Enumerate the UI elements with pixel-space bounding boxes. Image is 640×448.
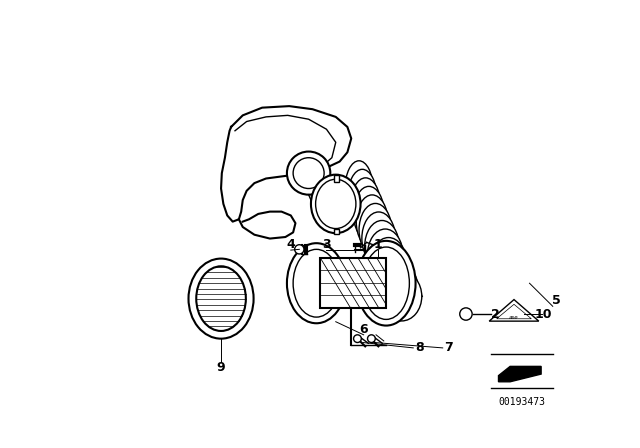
Ellipse shape: [351, 178, 380, 233]
Polygon shape: [497, 304, 531, 319]
Text: 6: 6: [359, 323, 368, 336]
Ellipse shape: [460, 308, 472, 320]
Ellipse shape: [196, 266, 246, 331]
Text: 7: 7: [445, 341, 453, 354]
Ellipse shape: [353, 335, 362, 343]
Polygon shape: [499, 366, 541, 382]
Ellipse shape: [381, 271, 422, 321]
Polygon shape: [489, 300, 539, 321]
Ellipse shape: [363, 247, 410, 319]
Ellipse shape: [379, 263, 418, 313]
Ellipse shape: [287, 151, 330, 195]
Text: 9: 9: [217, 362, 225, 375]
Text: 8: 8: [415, 341, 424, 354]
Ellipse shape: [367, 229, 403, 281]
Ellipse shape: [371, 237, 407, 289]
Ellipse shape: [316, 179, 356, 228]
Text: 5: 5: [552, 293, 561, 307]
Ellipse shape: [365, 220, 399, 273]
Ellipse shape: [348, 169, 377, 224]
Ellipse shape: [353, 186, 384, 241]
Bar: [334, 176, 339, 181]
Ellipse shape: [311, 175, 360, 233]
Ellipse shape: [373, 246, 410, 297]
Text: 10: 10: [534, 307, 552, 320]
Ellipse shape: [293, 250, 340, 317]
Ellipse shape: [359, 203, 392, 257]
Ellipse shape: [345, 161, 373, 216]
Text: 1: 1: [374, 238, 383, 251]
Bar: [320, 258, 386, 308]
Bar: [334, 229, 339, 234]
Ellipse shape: [293, 158, 324, 189]
Ellipse shape: [287, 243, 346, 323]
Text: 00193473: 00193473: [499, 397, 545, 407]
Ellipse shape: [376, 254, 414, 305]
Ellipse shape: [294, 245, 304, 254]
Text: ase: ase: [509, 314, 519, 319]
Text: 4: 4: [287, 238, 295, 251]
Ellipse shape: [356, 195, 388, 249]
Ellipse shape: [356, 241, 415, 326]
Ellipse shape: [362, 212, 396, 265]
Text: 3: 3: [322, 238, 331, 251]
Ellipse shape: [367, 335, 375, 343]
Text: 2: 2: [491, 307, 500, 320]
Ellipse shape: [189, 258, 253, 339]
